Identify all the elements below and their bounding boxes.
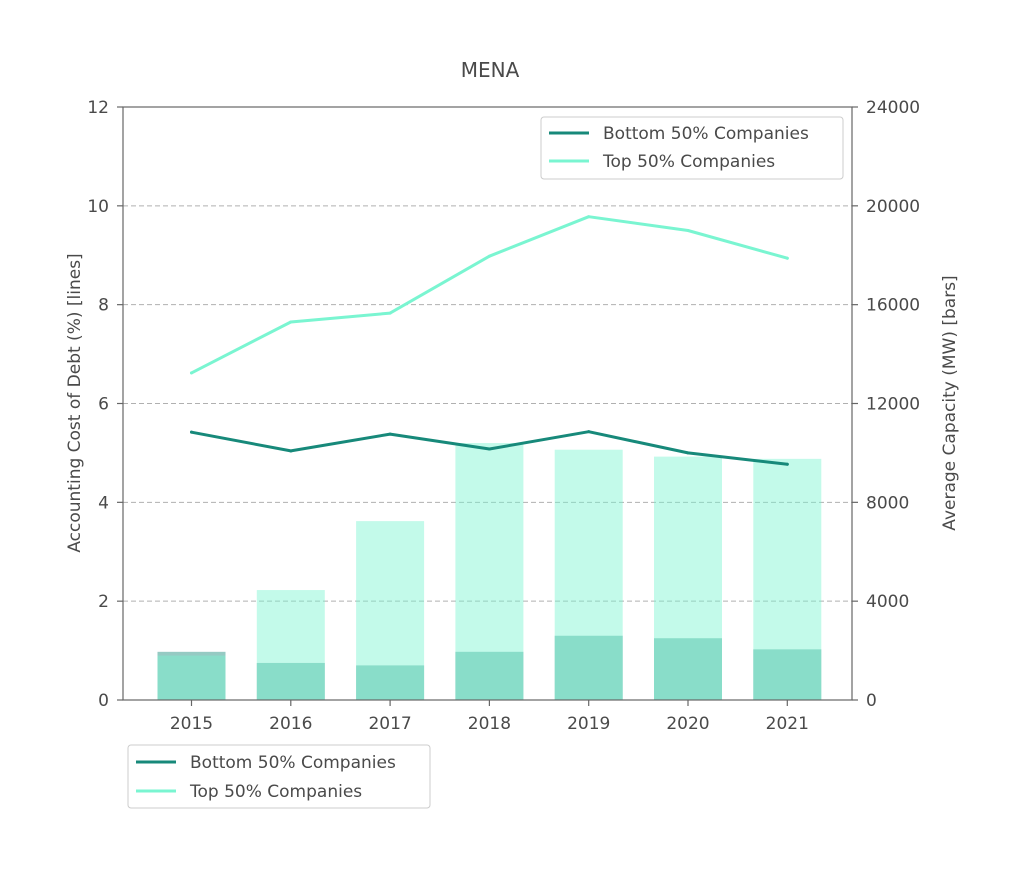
bar-bottom-2017 [356, 665, 425, 700]
line-point-top-2015 [190, 371, 193, 375]
x-tick-label-2016: 2016 [269, 714, 312, 734]
line-point-top-2018 [487, 254, 491, 258]
bar-bottom-2015 [157, 651, 226, 700]
legend-inside: Bottom 50% Companies Top 50% Companies [540, 116, 844, 180]
y-right-tick-label-0: 0 [866, 691, 877, 711]
y-axis-right: 0 4000 8000 12000 16000 20000 24000 [852, 98, 920, 711]
line-point-top-2019 [587, 215, 591, 219]
x-tick-label-2017: 2017 [368, 714, 411, 734]
line-point-bottom-2015 [190, 430, 193, 434]
line-series-top [190, 215, 789, 375]
legend-below-label-bottom: Bottom 50% Companies [190, 753, 396, 773]
bar-top-2017 [356, 521, 425, 700]
y-left-tick-label-12: 12 [87, 98, 109, 118]
legend-inside-box [540, 116, 844, 180]
y-left-tick-label-10: 10 [87, 197, 109, 217]
grid-lines [123, 205, 852, 602]
line-point-bottom-2021 [785, 462, 789, 466]
line-point-top-2020 [686, 229, 690, 233]
x-tick-label-2021: 2021 [766, 714, 809, 734]
y-left-tick-label-2: 2 [98, 592, 109, 612]
legend-below-box [127, 744, 431, 809]
y-right-tick-label-8000: 8000 [866, 493, 909, 513]
line-point-bottom-2017 [388, 432, 392, 436]
y-right-tick-label-16000: 16000 [866, 296, 920, 316]
y-left-tick-label-4: 4 [98, 493, 109, 513]
y-axis-right-label: Average Capacity (MW) [bars] [940, 275, 960, 530]
y-right-tick-label-12000: 12000 [866, 395, 920, 415]
bars-group [157, 443, 822, 700]
line-point-top-2016 [289, 320, 293, 324]
line-point-bottom-2020 [686, 451, 690, 455]
line-point-bottom-2018 [487, 447, 491, 451]
legend-below: Bottom 50% Companies Top 50% Companies [127, 744, 431, 809]
y-right-tick-label-20000: 20000 [866, 197, 920, 217]
legend-below-label-top: Top 50% Companies [189, 782, 362, 802]
x-tick-label-2018: 2018 [468, 714, 511, 734]
y-axis-left: 0 2 4 6 8 10 12 [87, 98, 123, 711]
legend-inside-label-bottom: Bottom 50% Companies [603, 124, 809, 144]
x-tick-label-2019: 2019 [567, 714, 610, 734]
y-left-tick-label-8: 8 [98, 296, 109, 316]
line-point-bottom-2019 [587, 430, 591, 434]
x-axis: 2015 2016 2017 2018 2019 2020 2021 [170, 700, 809, 734]
y-left-tick-label-0: 0 [98, 691, 109, 711]
line-point-top-2021 [785, 256, 789, 260]
bar-bottom-2020 [654, 638, 722, 700]
bar-bottom-2021 [753, 649, 822, 700]
y-left-tick-label-6: 6 [98, 395, 109, 415]
bar-bottom-2018 [455, 651, 524, 700]
legend-inside-label-top: Top 50% Companies [602, 152, 775, 172]
bar-bottom-2016 [256, 662, 325, 700]
y-right-tick-label-4000: 4000 [866, 592, 909, 612]
y-right-tick-label-24000: 24000 [866, 98, 920, 118]
line-point-bottom-2016 [289, 449, 293, 453]
line-point-top-2017 [388, 311, 392, 315]
bar-top-2019 [554, 449, 623, 700]
x-tick-label-2020: 2020 [666, 714, 709, 734]
bar-top-2021 [753, 458, 822, 700]
y-axis-left-label: Accounting Cost of Debt (%) [lines] [65, 253, 85, 552]
bar-top-2016 [256, 590, 325, 700]
x-tick-label-2015: 2015 [170, 714, 213, 734]
bar-bottom-2019 [554, 635, 623, 700]
bar-top-2018 [455, 443, 524, 700]
bar-top-2020 [654, 456, 722, 700]
bar-top-2015 [157, 655, 226, 700]
lines-group [190, 215, 789, 466]
chart-title: MENA [461, 58, 520, 82]
